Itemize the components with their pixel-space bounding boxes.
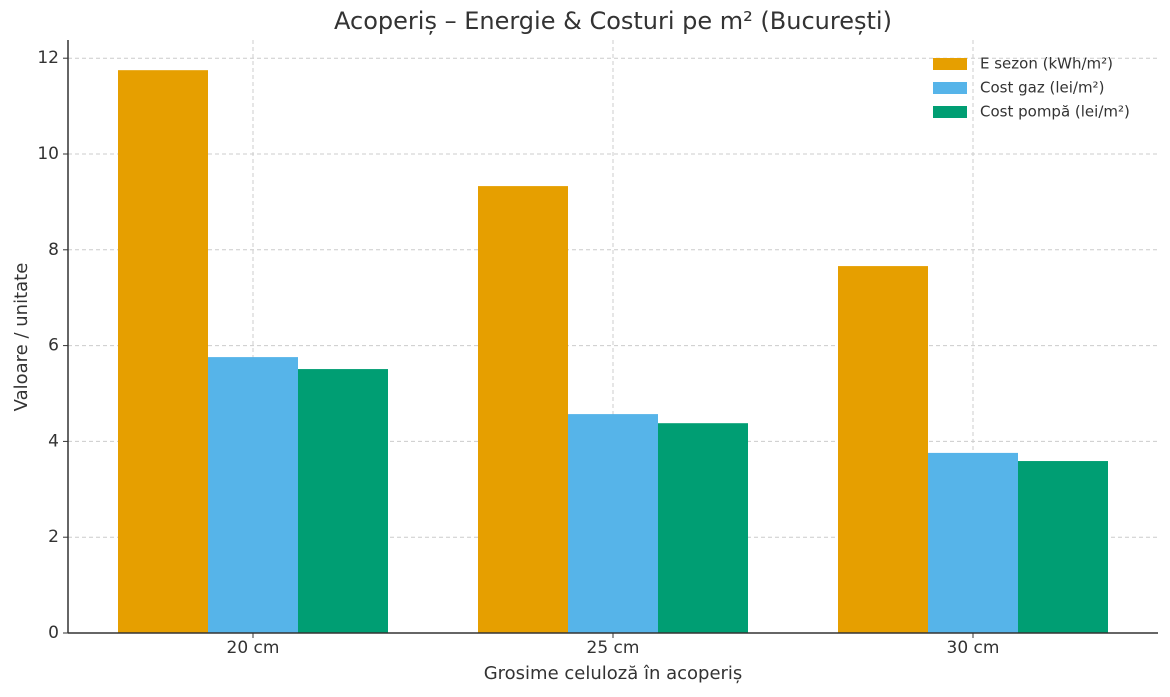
y-tick-label: 2 <box>48 527 59 547</box>
bar <box>478 186 568 633</box>
x-tick-label: 30 cm <box>947 638 1000 658</box>
y-tick-label: 0 <box>48 623 59 643</box>
bar <box>838 266 928 633</box>
bar <box>208 357 298 633</box>
y-tick-label: 4 <box>48 431 59 451</box>
chart-title: Acoperiș – Energie & Costuri pe m² (Bucu… <box>334 7 892 35</box>
y-tick-label: 12 <box>37 48 59 68</box>
x-tick-label: 20 cm <box>227 638 280 658</box>
bar <box>1018 461 1108 633</box>
y-axis-label: Valoare / unitate <box>11 263 32 412</box>
bar <box>298 369 388 633</box>
legend-label: Cost pompă (lei/m²) <box>980 103 1130 121</box>
legend-label: Cost gaz (lei/m²) <box>980 79 1104 97</box>
bar <box>118 70 208 634</box>
legend-swatch <box>933 82 967 94</box>
bar <box>928 452 1018 633</box>
y-tick-label: 10 <box>37 144 59 164</box>
legend-swatch <box>933 58 967 70</box>
y-tick-label: 8 <box>48 240 59 260</box>
x-tick-label: 25 cm <box>587 638 640 658</box>
legend-label: E sezon (kWh/m²) <box>980 55 1113 73</box>
bar <box>568 414 658 633</box>
y-tick-label: 6 <box>48 336 59 356</box>
bar <box>658 423 748 633</box>
legend-swatch <box>933 106 967 118</box>
x-axis-label: Grosime celuloză în acoperiș <box>484 663 743 684</box>
